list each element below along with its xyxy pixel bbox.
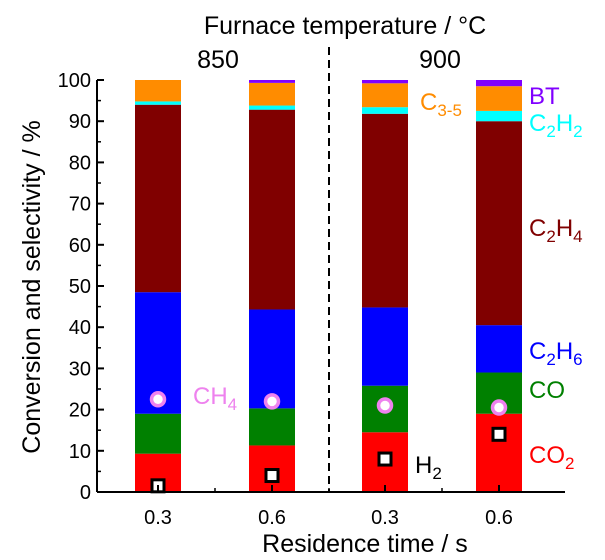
marker-ch4 [376, 397, 394, 414]
marker-ch4 [149, 391, 167, 408]
series-label-ch4: CH4 [193, 383, 237, 414]
bar-segment-c2h4 [135, 104, 181, 293]
bar-segment-c2h2 [476, 110, 522, 122]
bar-segment-c2h6 [476, 325, 522, 373]
y-tick-label: 20 [69, 400, 91, 422]
y-tick-label: 30 [69, 358, 91, 380]
marker-h2 [377, 451, 393, 467]
y-tick-label: 100 [58, 70, 91, 92]
x-axis-label: Residence time / s [262, 530, 468, 558]
x-tick-label: 0.6 [485, 507, 513, 529]
y-tick-label: 80 [69, 152, 91, 174]
temperature-group-900: 900 [419, 46, 461, 74]
plot-area: 0 10 20 30 40 50 60 70 80 90 100 0.3 0.6 0.3 0.6 BT C3-5… [58, 47, 583, 529]
bar-segment-c2h2 [362, 107, 408, 114]
bar-segment-c2h4 [476, 121, 522, 326]
marker-h2 [491, 426, 507, 442]
series-label-co: CO [529, 377, 565, 404]
bar-segment-c2h4 [249, 109, 295, 310]
bar-segment-c2h2 [249, 105, 295, 110]
bar-segment-c2h4 [362, 113, 408, 308]
bar-segment-co [135, 413, 181, 454]
bar-segment-co [249, 408, 295, 446]
bar-segment-c3-5 [249, 82, 295, 106]
bar-segment-bt [249, 80, 295, 83]
series-label-h2: H2 [415, 452, 442, 483]
x-tick-label: 0.3 [371, 507, 399, 529]
series-label-co2: CO2 [529, 442, 574, 473]
marker-ch4 [490, 399, 508, 416]
bar-segment-c2h6 [362, 307, 408, 386]
y-tick-label: 60 [69, 235, 91, 257]
chart-top-title: Furnace temperature / °C [204, 12, 486, 40]
bar-segment-bt [476, 80, 522, 87]
series-label-bt: BT [529, 83, 560, 110]
bar-segment-c3-5 [476, 86, 522, 111]
series-label-c2h2: C2H2 [529, 110, 583, 141]
bar-segment-c2h2 [135, 101, 181, 105]
temperature-group-850: 850 [197, 46, 239, 74]
x-tick-label: 0.3 [144, 507, 172, 529]
bar-segment-c3-5 [362, 83, 408, 108]
y-axis-label: Conversion and selectivity / % [18, 120, 46, 453]
x-tick-label: 0.6 [258, 507, 286, 529]
series-label-c3-5: C3-5 [420, 89, 462, 120]
bar-segment-co2 [476, 413, 522, 492]
y-tick-label: 10 [69, 441, 91, 463]
marker-ch4 [263, 393, 281, 410]
y-tick-label: 40 [69, 317, 91, 339]
bar-segment-bt [362, 80, 408, 84]
bar-segment-c3-5 [135, 80, 181, 102]
series-label-c2h4: C2H4 [529, 215, 583, 246]
series-label-c2h6: C2H6 [529, 338, 583, 369]
y-tick-label: 90 [69, 111, 91, 133]
y-tick-label: 50 [69, 276, 91, 298]
bar-segment-c2h6 [249, 309, 295, 409]
marker-h2 [264, 468, 280, 484]
y-tick-label: 70 [69, 194, 91, 216]
y-tick-label: 0 [80, 482, 91, 504]
